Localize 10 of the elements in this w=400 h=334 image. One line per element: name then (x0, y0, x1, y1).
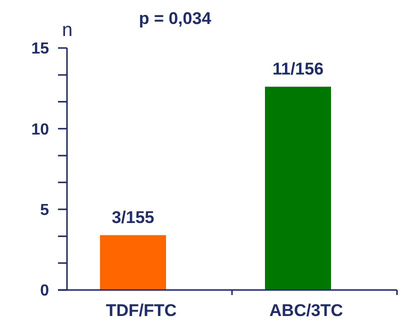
chart-title: p = 0,034 (138, 9, 212, 28)
y-axis-title: n (62, 20, 73, 41)
y-tick-label: 0 (40, 282, 50, 300)
y-tick-label: 10 (31, 121, 50, 138)
x-tick-label: TDF/FTC (106, 301, 177, 320)
y-tick-label: 5 (40, 202, 50, 219)
data-label: 3/155 (112, 208, 154, 228)
x-tick-label: ABC/3TC (269, 301, 344, 320)
y-tick-label: 15 (31, 40, 50, 58)
data-label: 11/156 (272, 60, 324, 79)
